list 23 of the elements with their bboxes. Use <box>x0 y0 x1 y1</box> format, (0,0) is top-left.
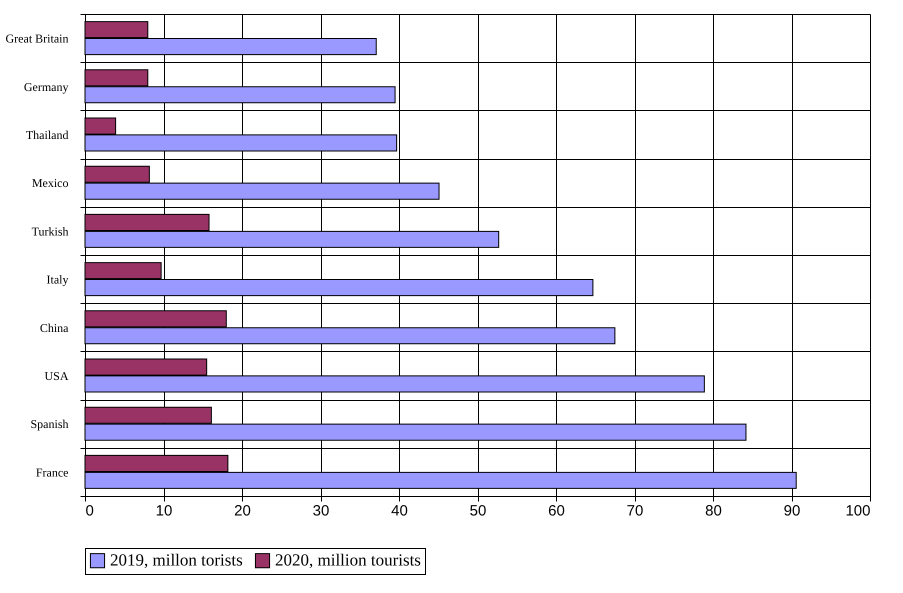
legend-label: 2019, millon torists <box>110 550 243 570</box>
y-tick-label: Thailand <box>26 128 68 142</box>
x-tick-label: 40 <box>391 502 408 520</box>
x-tick-label: 70 <box>626 502 644 520</box>
y-tick-label: France <box>36 465 68 480</box>
x-tick-label: 80 <box>705 502 722 520</box>
y-tick-label: Turkish <box>32 224 68 238</box>
x-tick-label: 20 <box>234 502 251 520</box>
y-tick-label: Germany <box>24 80 68 94</box>
y-tick-label: USA <box>44 369 69 383</box>
x-tick-label: 90 <box>784 502 800 520</box>
x-tick-label: 100 <box>845 502 870 520</box>
y-tick-label: Italy <box>46 272 68 287</box>
x-tick-label: 10 <box>156 502 172 520</box>
x-tick-label: 30 <box>312 502 330 520</box>
y-tick-label: China <box>40 320 70 335</box>
legend-label: 2020, million tourists <box>275 550 421 570</box>
y-tick-label: Spanish <box>30 417 68 432</box>
x-tick-label: 0 <box>86 502 94 520</box>
y-tick-label: Mexico <box>32 176 68 190</box>
x-tick-label: 50 <box>470 502 486 520</box>
y-tick-label: Great Britain <box>6 32 68 46</box>
x-tick-label: 60 <box>548 502 565 520</box>
